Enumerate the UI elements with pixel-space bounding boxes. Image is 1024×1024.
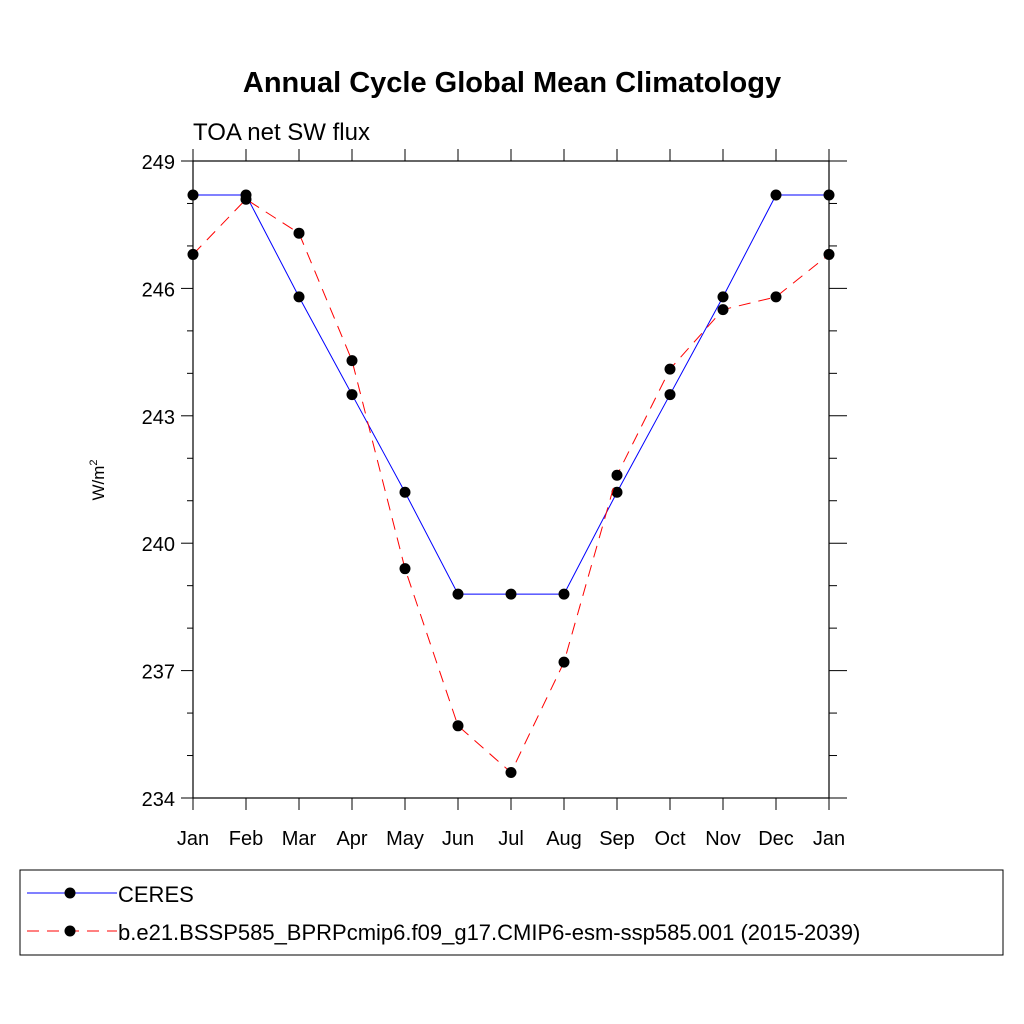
data-point xyxy=(346,355,358,367)
legend-marker xyxy=(64,887,76,899)
x-tick-label: Mar xyxy=(282,828,317,850)
data-point xyxy=(664,389,676,401)
x-tick-label: May xyxy=(386,828,424,850)
axis-ticks xyxy=(181,149,847,810)
y-axis-label: W/m2 xyxy=(88,459,108,500)
y-tick-label: 234 xyxy=(142,789,175,811)
x-tick-label: Dec xyxy=(758,828,794,850)
series-line xyxy=(192,198,830,774)
legend-box xyxy=(19,869,1004,956)
plot-frame xyxy=(192,160,830,799)
data-point xyxy=(823,189,835,201)
y-tick-labels: 234 237 240 243 246 249 xyxy=(142,152,175,811)
y-axis-label-text: W/m xyxy=(89,466,108,501)
data-point xyxy=(452,720,464,732)
legend-marker xyxy=(64,925,76,937)
x-tick-labels: Jan Feb Mar Apr May Jun Jul Aug Sep Oct Nov Dec Jan xyxy=(177,828,845,850)
x-tick-label: Jun xyxy=(442,828,474,850)
data-point xyxy=(187,248,199,260)
y-tick-label: 237 xyxy=(142,662,175,684)
y-tick-label: 249 xyxy=(142,152,175,174)
series-layer xyxy=(187,189,835,779)
x-tick-label: Jan xyxy=(177,828,209,850)
legend-label: b.e21.BSSP585_BPRPcmip6.f09_g17.CMIP6-es… xyxy=(118,920,860,945)
x-tick-label: Jul xyxy=(498,828,524,850)
data-point xyxy=(611,469,623,481)
y-tick-label: 240 xyxy=(142,534,175,556)
series-line xyxy=(193,194,829,595)
x-tick-label: Jan xyxy=(813,828,845,850)
data-point xyxy=(399,486,411,498)
x-tick-label: Sep xyxy=(599,828,635,850)
chart-subtitle: TOA net SW flux xyxy=(193,119,370,146)
x-tick-label: Aug xyxy=(546,828,582,850)
y-axis-label-group: W/m2 xyxy=(88,459,108,500)
data-point xyxy=(823,248,835,260)
x-tick-label: Apr xyxy=(336,828,367,850)
data-point xyxy=(717,291,729,303)
data-point xyxy=(770,189,782,201)
data-point xyxy=(293,291,305,303)
data-point xyxy=(717,304,729,316)
data-point xyxy=(346,389,358,401)
y-axis-label-superscript: 2 xyxy=(88,459,100,465)
data-point xyxy=(452,588,464,600)
data-point xyxy=(240,193,252,205)
data-point xyxy=(558,588,570,600)
data-point xyxy=(505,588,517,600)
x-tick-label: Oct xyxy=(654,828,686,850)
data-point xyxy=(770,291,782,303)
data-point xyxy=(293,227,305,239)
legend-label: CERES xyxy=(118,882,194,907)
x-tick-label: Feb xyxy=(229,828,263,850)
chart-title: Annual Cycle Global Mean Climatology xyxy=(243,67,781,99)
y-tick-label: 243 xyxy=(142,407,175,429)
data-point xyxy=(664,363,676,375)
data-point xyxy=(558,656,570,668)
data-point xyxy=(399,563,411,575)
data-point xyxy=(611,486,623,498)
y-tick-label: 246 xyxy=(142,279,175,301)
data-point xyxy=(187,189,199,201)
x-tick-label: Nov xyxy=(705,828,741,850)
data-point xyxy=(505,767,517,779)
legend: CERES b.e21.BSSP585_BPRPcmip6.f09_g17.CMI… xyxy=(27,882,860,945)
